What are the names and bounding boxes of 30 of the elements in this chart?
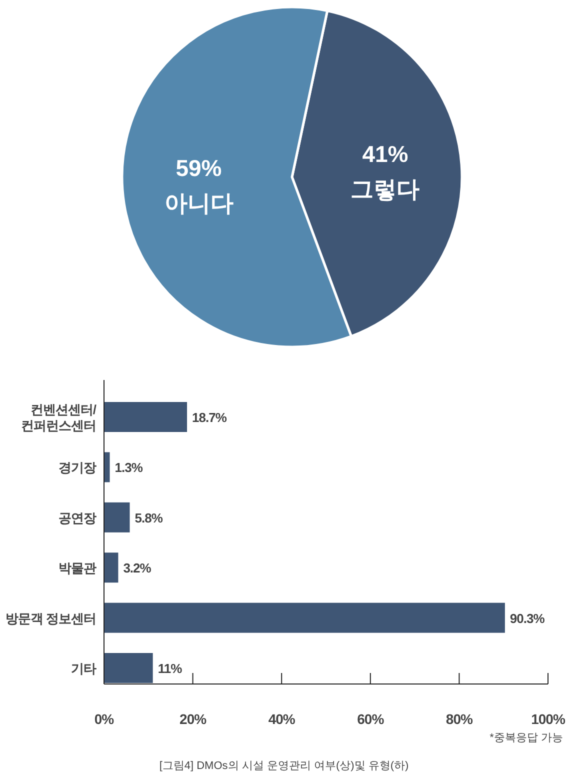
bar [104,502,130,532]
data-label: 5.8% [134,510,164,526]
x-tick-label: 0% [94,711,115,727]
slice-label: 아니다 [164,190,234,216]
y-tick-label: 박물관 [58,560,96,576]
x-tick-label: 40% [268,711,296,727]
bar [104,452,110,482]
x-tick-label: 20% [180,711,208,727]
bar [104,552,118,583]
x-tick-label: 60% [357,711,385,727]
y-tick-label: 경기장 [58,460,96,476]
text: *중복응답 가능 [490,732,563,744]
text: [그림4] DMOs의 시설 운영관리 여부(상)및 유형(하) [159,760,409,772]
bar [104,653,153,683]
y-tick-label: 컨벤션센터/컨퍼런스센터 [21,402,97,433]
bar [104,402,188,432]
data-label: 1.3% [114,460,144,476]
data-label: 3.2% [123,560,152,576]
y-tick-label: 공연장 [58,510,96,526]
slice-label: 그렇다 [350,176,420,202]
y-tick-label: 기타 [71,661,96,676]
bar [104,602,505,633]
data-label: 59% [176,154,222,181]
data-label: 41% [362,141,408,168]
x-tick-label: 80% [446,711,474,727]
data-label: 18.7% [192,410,228,425]
data-label: 11% [158,661,183,676]
x-tick-label: 100% [531,711,566,727]
y-tick-label: 방문객 정보센터 [5,610,96,626]
data-label: 90.3% [510,610,546,626]
